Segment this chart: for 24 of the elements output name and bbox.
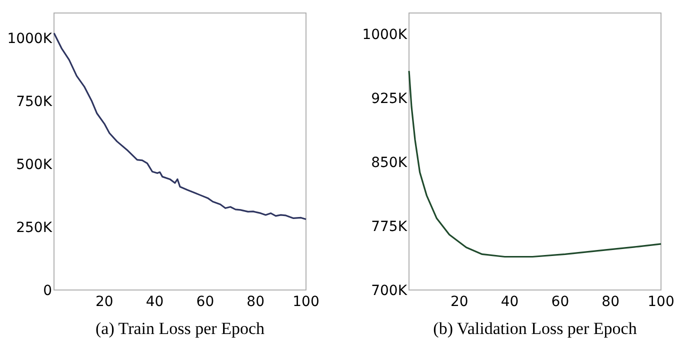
text: (b) Validation Loss per Epoch	[433, 319, 638, 338]
line-series	[408, 70, 662, 258]
x-tick-label: 20	[450, 294, 468, 310]
y-tick-label: 1000K	[362, 27, 408, 44]
y-tick-label: 850K	[371, 155, 408, 172]
y-tick-label: 500K	[16, 156, 53, 173]
x-tick-label: 40	[500, 294, 519, 310]
x-tick-label: 80	[602, 294, 620, 310]
y-tick-label: 775K	[371, 218, 408, 235]
x-tick-label: 60	[196, 294, 214, 310]
y-tick-label: 750K	[16, 94, 53, 110]
y-tick-label: 925K	[371, 91, 408, 108]
y-tick-label: 700K	[371, 282, 408, 299]
x-tick-label: 40	[146, 294, 164, 310]
x-tick-label: 80	[246, 294, 265, 310]
y-tick-label: 250K	[16, 220, 53, 236]
x-tick-label: 60	[551, 294, 570, 310]
line-series	[53, 32, 307, 220]
x-tick-label: 100	[292, 294, 320, 310]
x-tick-label: 20	[95, 294, 114, 310]
text: (a) Train Loss per Epoch	[95, 319, 266, 338]
y-tick-label: 1000K	[7, 31, 53, 48]
y-tick-label: 0	[43, 282, 52, 299]
x-tick-label: 100	[648, 294, 674, 310]
